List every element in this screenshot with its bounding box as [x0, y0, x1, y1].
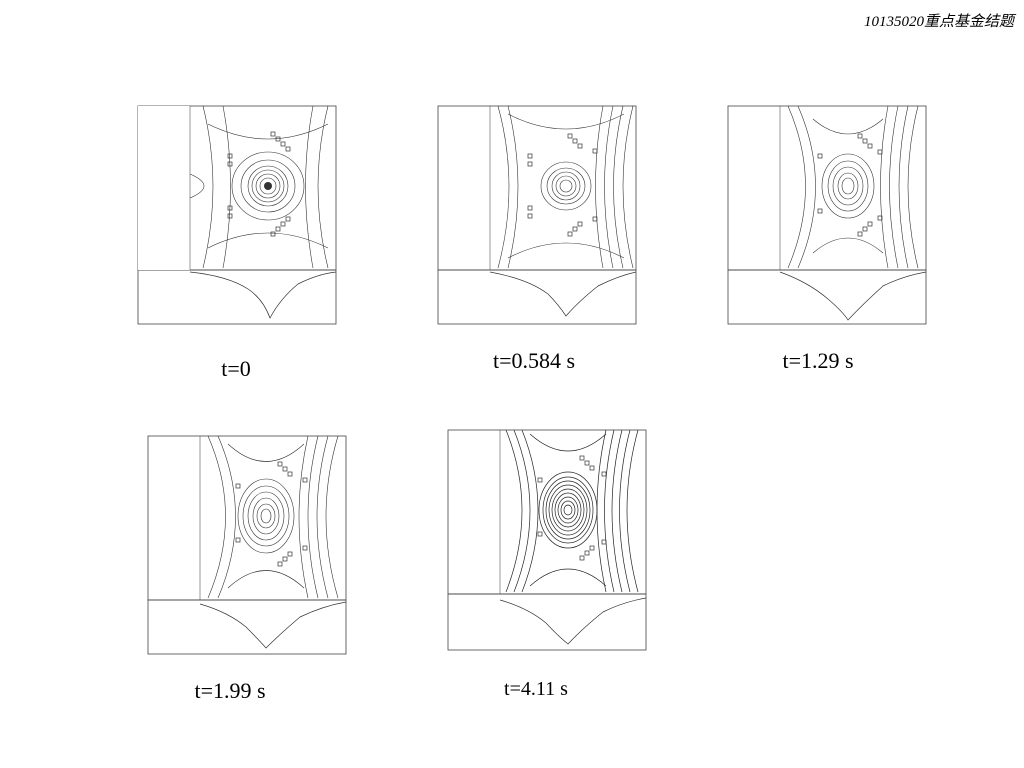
plot-panel-1 — [108, 104, 338, 326]
caption-4: t=1.99 s — [194, 678, 266, 703]
plot-1 — [137, 105, 337, 325]
caption-5: t=4.11 s — [504, 678, 568, 700]
plot-panel-5 — [418, 428, 650, 654]
page-header: 10135020重点基金结题 — [863, 14, 1014, 30]
plot-5 — [447, 429, 647, 651]
caption-3: t=1.29 s — [782, 348, 854, 373]
plot-panel-4 — [118, 434, 348, 656]
plot-panel-2 — [408, 104, 638, 326]
plot-4 — [147, 435, 347, 655]
caption-2: t=0.584 s — [492, 348, 576, 373]
plot-panel-3 — [698, 104, 928, 326]
caption-1: t=0 — [221, 356, 251, 381]
plot-2 — [437, 105, 637, 325]
plot-3 — [727, 105, 927, 325]
